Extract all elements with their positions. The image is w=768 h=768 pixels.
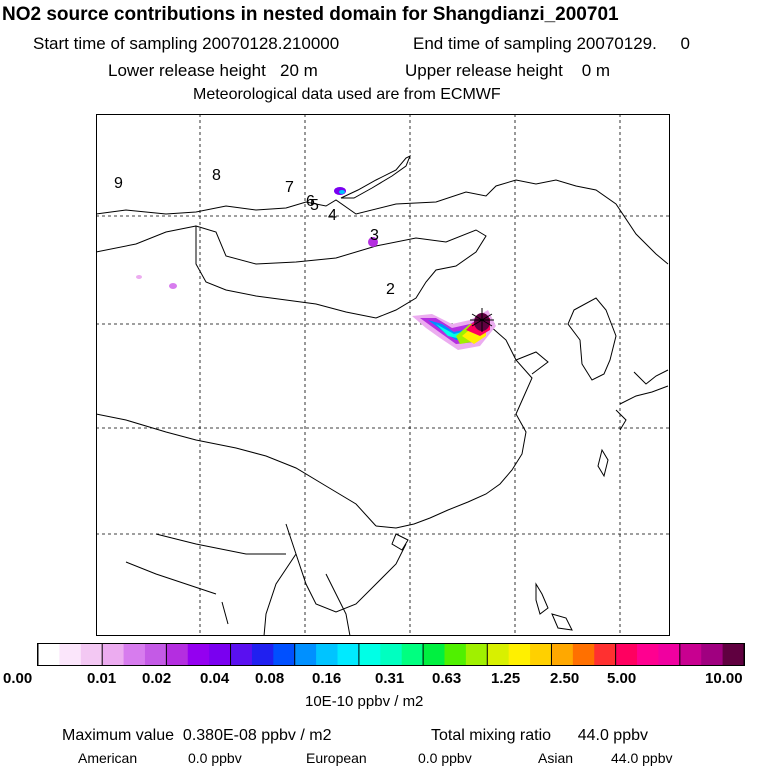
colorbar-tick-label: 0.02 (142, 670, 172, 687)
colorbar-swatch (294, 644, 317, 665)
colorbar-tick-label: 0.00 (3, 670, 33, 687)
colorbar-tick-label: 0.01 (87, 670, 117, 687)
colorbar-swatch (123, 644, 146, 665)
colorbar-swatch (701, 644, 724, 665)
day-marker-2: 2 (386, 281, 395, 298)
day-marker-7: 7 (285, 179, 294, 196)
colorbar-border (37, 643, 745, 666)
colorbar-tick-label: 5.00 (607, 670, 637, 687)
colorbar-tick-label: 0.16 (312, 670, 342, 687)
colorbar-swatch (401, 644, 424, 665)
colorbar-tick-label: 0.08 (255, 670, 285, 687)
colorbar-swatch (487, 644, 510, 665)
day-marker-6: 6 (306, 193, 315, 210)
max-value-label: Maximum value 0.380E-08 ppbv / m2 (62, 727, 332, 744)
plume-spot-mongolia (368, 237, 378, 247)
lat-lon-grid (96, 114, 670, 636)
european-label: European (306, 750, 367, 766)
map-title: NO2 source contributions in nested domai… (2, 4, 619, 25)
colorbar-swatch (637, 644, 659, 665)
american-value: 0.0 ppbv (188, 750, 242, 766)
coastlines-borders (96, 154, 669, 636)
colorbar-swatch (551, 644, 574, 665)
day-marker-3: 3 (370, 227, 379, 244)
colorbar-swatch (444, 644, 467, 665)
day-marker-5: 5 (310, 197, 319, 214)
colorbar-swatch (102, 644, 125, 665)
colorbar-swatch (38, 644, 60, 665)
colorbar-swatch (722, 644, 745, 665)
colorbar-swatch (251, 644, 274, 665)
receptor-star-icon (470, 308, 494, 332)
colorbar-tick-label: 0.04 (200, 670, 230, 687)
colorbar-swatch (144, 644, 167, 665)
colorbar-tick-label: 1.25 (491, 670, 521, 687)
colorbar-swatch (187, 644, 210, 665)
start-time-label: Start time of sampling 20070128.210000 (33, 34, 340, 53)
colorbar-swatch (594, 644, 617, 665)
colorbar-swatch (679, 644, 702, 665)
colorbar-swatch (380, 644, 403, 665)
upper-release-label: Upper release height 0 m (405, 61, 611, 80)
concentration-plume (136, 187, 496, 350)
colorbar-swatch (530, 644, 552, 665)
total-mixing-label: Total mixing ratio 44.0 ppbv (431, 727, 648, 744)
asian-value: 44.0 ppbv (611, 750, 673, 766)
colorbar-swatch (166, 644, 189, 665)
colorbar-swatch (465, 644, 488, 665)
colorbar-unit-label: 10E-10 ppbv / m2 (305, 693, 424, 710)
colorbar-swatch (80, 644, 103, 665)
colorbar-swatch (230, 644, 253, 665)
day-marker-9: 9 (114, 175, 123, 192)
colorbar-swatch (572, 644, 595, 665)
asian-label: Asian (538, 750, 574, 766)
colorbar-swatch (615, 644, 638, 665)
day-marker-8: 8 (212, 167, 221, 184)
colorbar-swatch (209, 644, 232, 665)
colorbar-swatch (59, 644, 82, 665)
colorbar-swatch (358, 644, 381, 665)
colorbar (37, 643, 745, 666)
colorbar-tick-label: 0.31 (375, 670, 405, 687)
met-source-label: Meteorological data used are from ECMWF (193, 86, 501, 103)
colorbar-tick-label: 10.00 (705, 670, 743, 687)
colorbar-tick-label: 2.50 (550, 670, 580, 687)
map-panel: 9 8 7 6 5 4 3 2 (96, 114, 670, 636)
colorbar-tick-label: 0.63 (432, 670, 462, 687)
day-marker-4: 4 (328, 207, 337, 224)
plume-spot-west-1 (136, 275, 142, 279)
colorbar-swatch (658, 644, 681, 665)
american-label: American (78, 750, 138, 766)
european-value: 0.0 ppbv (418, 750, 472, 766)
colorbar-swatch (423, 644, 445, 665)
colorbar-swatch (273, 644, 296, 665)
colorbar-swatch (316, 644, 339, 665)
colorbar-swatch (337, 644, 360, 665)
colorbar-swatch (508, 644, 531, 665)
end-time-label: End time of sampling 20070129. 0 (413, 34, 690, 53)
map-frame (96, 114, 670, 636)
lower-release-label: Lower release height 20 m (108, 61, 318, 80)
plume-spot-west-2 (169, 283, 177, 289)
day-markers: 9 8 7 6 5 4 3 2 (114, 167, 395, 298)
